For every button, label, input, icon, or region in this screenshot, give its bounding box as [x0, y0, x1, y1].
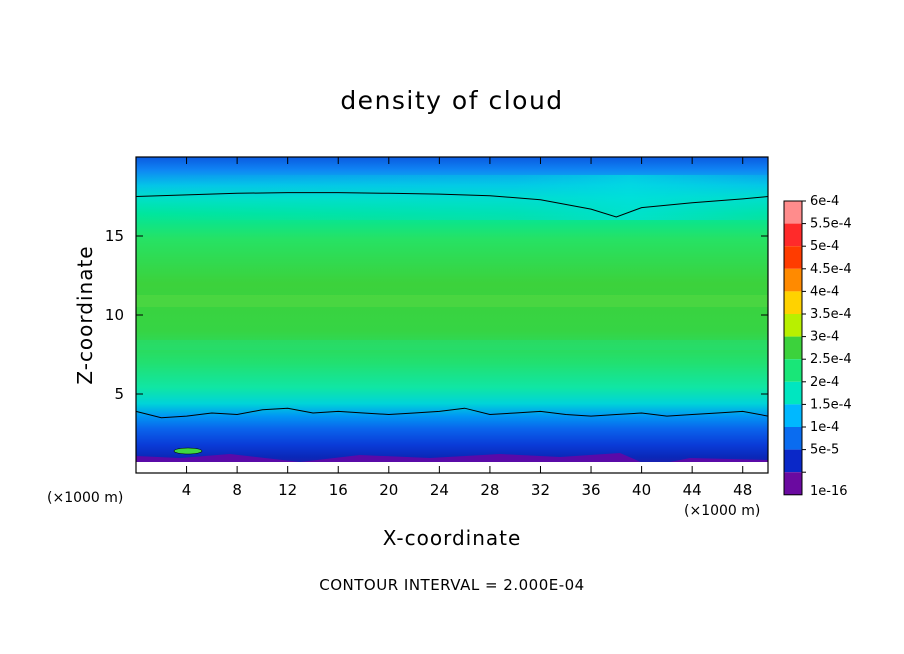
colorbar-label: 4.5e-4: [810, 262, 852, 277]
colorbar-label: 1e-16: [810, 484, 848, 499]
colorbar-label: 6e-4: [810, 194, 839, 209]
contour-line-lower: [135, 407, 769, 419]
contour-interval-note: CONTOUR INTERVAL = 2.000E-04: [319, 576, 585, 594]
colorbar-swatch: [784, 472, 802, 495]
colorbar-frame: [783, 200, 803, 496]
y-tick-label: 5: [114, 385, 124, 403]
x-tick-label: 44: [683, 481, 702, 499]
x-unit-label-left: (×1000 m): [47, 490, 124, 506]
colorbar-label: 3.5e-4: [810, 307, 852, 322]
contour-line-upper: [135, 192, 769, 218]
lower-shading-2: [136, 340, 768, 350]
upper-cyan-band: [136, 175, 768, 220]
colorbar-swatch: [784, 314, 802, 337]
x-tick-label: 40: [632, 481, 651, 499]
x-tick-label: 8: [232, 481, 242, 499]
colorbar-label: 2e-4: [810, 375, 839, 390]
colorbar-label: 2.5e-4: [810, 352, 852, 367]
colorbar-label: 3e-4: [810, 330, 839, 345]
colorbar-label: 5e-5: [810, 443, 839, 458]
colorbar-swatch: [784, 381, 802, 405]
x-tick-label: 4: [182, 481, 192, 499]
colorbar: 6e-4 5.5e-4 5e-4 4.5e-4 4e-4 3.5e-4 3e-4 2.5e-4…: [783, 194, 852, 499]
colorbar-swatch: [784, 223, 802, 247]
x-unit-label-right: (×1000 m): [684, 503, 761, 519]
colorbar-swatch: [784, 404, 802, 427]
x-tick-label: 24: [430, 481, 449, 499]
chart-title: density of cloud: [340, 86, 564, 115]
colorbar-label: 5.5e-4: [810, 217, 852, 232]
y-tick-label: 15: [105, 227, 124, 245]
colorbar-label: 1.5e-4: [810, 397, 852, 412]
x-tick-label: 12: [278, 481, 297, 499]
colorbar-swatch: [784, 201, 802, 224]
colorbar-swatch: [784, 359, 802, 382]
x-axis-label: X-coordinate: [382, 526, 522, 550]
green-blob: [173, 447, 203, 455]
x-axis-ticks: 4 8 12 16 20 24 28 32 36 40 44 48: [182, 157, 752, 499]
colorbar-swatch: [784, 427, 802, 450]
x-tick-label: 20: [379, 481, 398, 499]
y-axis-label: Z-coordinate: [73, 245, 97, 384]
x-tick-label: 16: [329, 481, 348, 499]
colorbar-swatch: [784, 246, 802, 269]
x-tick-label: 32: [531, 481, 550, 499]
colorbar-swatch: [784, 291, 802, 314]
colorbar-label: 1e-4: [810, 420, 839, 435]
y-axis-ticks: 5 10 15: [105, 227, 768, 403]
x-tick-label: 48: [733, 481, 752, 499]
colorbar-swatch: [784, 449, 802, 473]
surface-white: [136, 462, 768, 473]
x-tick-label: 36: [581, 481, 600, 499]
lower-shading-1: [136, 295, 768, 307]
y-tick-label: 10: [105, 306, 124, 324]
colorbar-label: 4e-4: [810, 284, 839, 299]
colorbar-swatch: [784, 268, 802, 292]
x-tick-label: 28: [480, 481, 499, 499]
colorbar-label: 5e-4: [810, 239, 839, 254]
colorbar-swatch: [784, 336, 802, 360]
